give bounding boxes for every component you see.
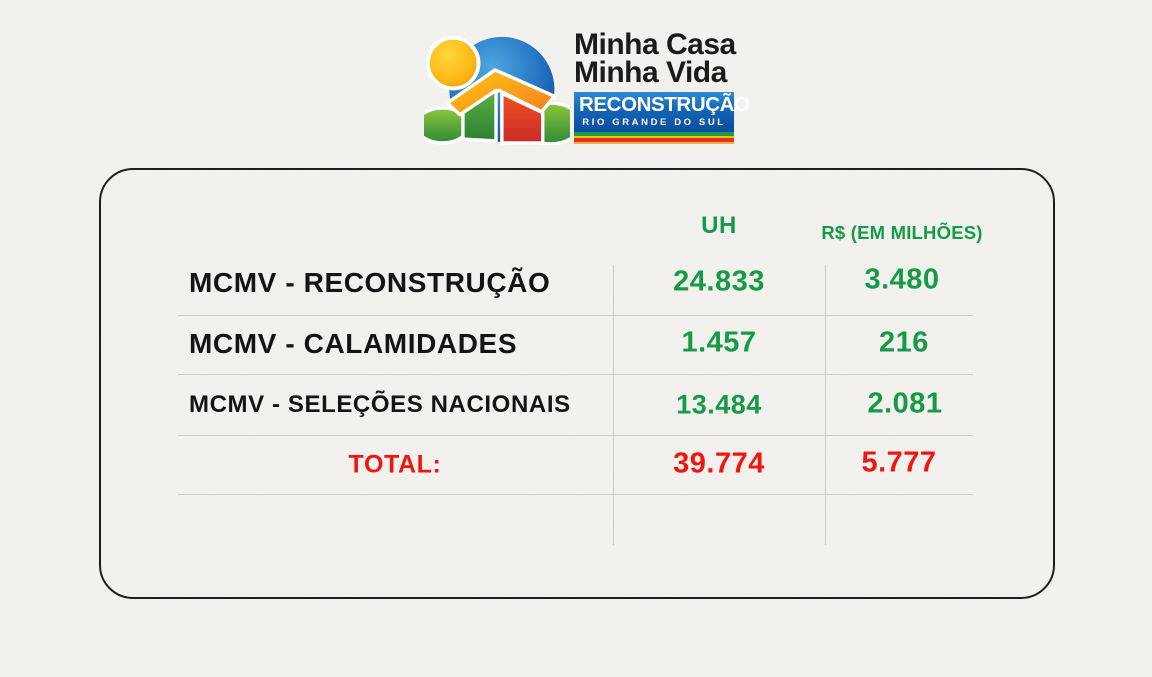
mcmv-house-icon <box>424 35 570 145</box>
table-vertical-divider-1 <box>613 265 614 545</box>
logo-title: Minha Casa Minha Vida <box>574 28 739 89</box>
summary-table-card: UH R$ (EM MILHÕES) MCMV - RECONSTRUÇÃO M… <box>99 168 1055 599</box>
value-uh-reconstrucao: 24.833 <box>673 265 765 298</box>
table-horizontal-divider-1 <box>178 315 973 316</box>
stripe-yellow <box>574 136 734 139</box>
rs-flag-stripe <box>574 132 734 145</box>
logo-title-line1: Minha Casa <box>574 28 736 61</box>
total-label: TOTAL: <box>348 450 442 479</box>
value-rs-calamidades: 216 <box>879 326 929 359</box>
value-uh-selecoes-nacionais: 13.484 <box>676 389 762 420</box>
value-rs-reconstrucao: 3.480 <box>864 263 940 296</box>
stripe-yellow-bottom <box>574 142 734 145</box>
value-uh-calamidades: 1.457 <box>681 326 757 359</box>
table-horizontal-divider-4 <box>178 494 973 495</box>
table-vertical-divider-2 <box>825 265 826 545</box>
column-header-rs-milhoes: R$ (EM MILHÕES) <box>821 222 983 243</box>
row-label-mcmv-selecoes-nacionais: MCMV - SELEÇÕES NACIONAIS <box>189 391 571 418</box>
table-horizontal-divider-2 <box>178 374 973 375</box>
logo-text-block: Minha Casa Minha Vida RECONSTRUÇÃO RIO G… <box>574 28 750 145</box>
table-horizontal-divider-3 <box>178 435 973 436</box>
total-value-rs: 5.777 <box>861 446 937 479</box>
stripe-red <box>574 138 734 143</box>
mcmv-logo: Minha Casa Minha Vida RECONSTRUÇÃO RIO G… <box>424 25 750 145</box>
row-label-mcmv-calamidades: MCMV - CALAMIDADES <box>189 328 518 359</box>
value-rs-selecoes-nacionais: 2.081 <box>867 387 943 420</box>
logo-banner-title: RECONSTRUÇÃO <box>579 92 750 116</box>
logo-banner-subtitle: RIO GRANDE DO SUL <box>582 117 726 129</box>
logo-banner: RECONSTRUÇÃO RIO GRANDE DO SUL <box>574 91 750 145</box>
column-header-uh: UH <box>701 212 737 239</box>
logo-title-line2: Minha Vida <box>574 55 727 89</box>
row-label-mcmv-reconstrucao: MCMV - RECONSTRUÇÃO <box>189 267 551 298</box>
stripe-green <box>574 132 734 137</box>
logo-banner-blue: RECONSTRUÇÃO RIO GRANDE DO SUL <box>574 91 750 133</box>
total-value-uh: 39.774 <box>673 447 765 480</box>
